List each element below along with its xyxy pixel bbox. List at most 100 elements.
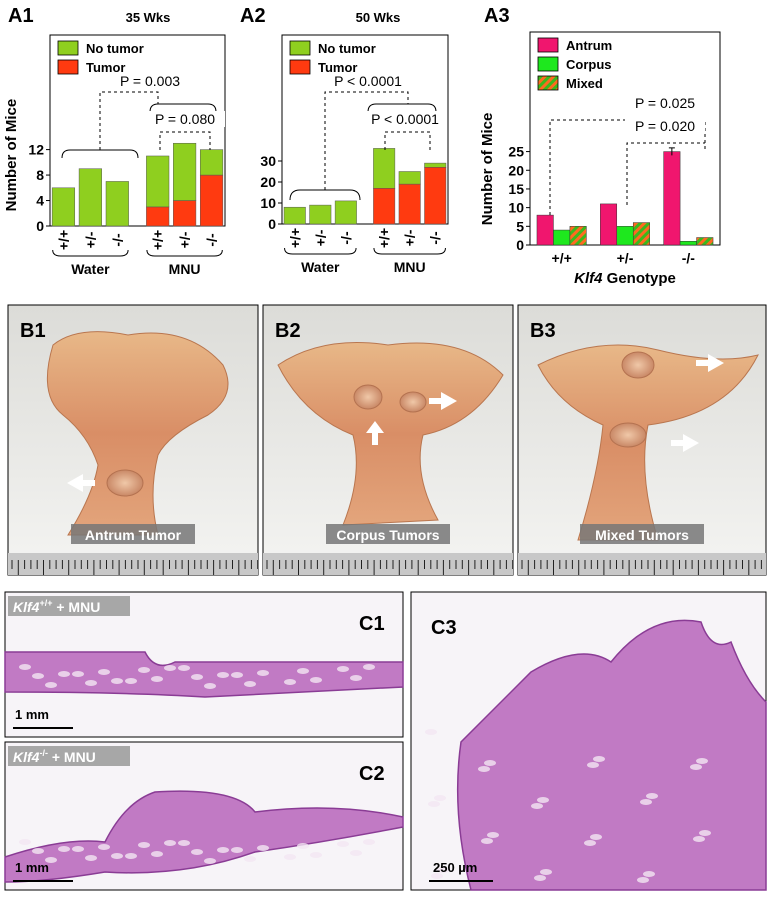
bracket <box>149 103 217 113</box>
x-tick-label: -/- <box>109 233 125 247</box>
gland <box>45 857 57 863</box>
gland <box>244 856 256 862</box>
gland <box>111 853 123 859</box>
bar-segment <box>78 168 102 227</box>
y-tick-label: 30 <box>260 153 276 169</box>
legend-label: Mixed <box>566 76 603 91</box>
gland <box>537 797 549 803</box>
gland <box>217 672 229 678</box>
tag: Klf4+/+ + MNU <box>13 598 100 615</box>
arrow <box>429 392 457 410</box>
x-axis-text: Genotype <box>607 270 676 287</box>
gland <box>337 666 349 672</box>
x-tick-label: +/- <box>82 231 98 248</box>
bar-segment <box>173 200 197 227</box>
gland <box>584 840 596 846</box>
bar-segment <box>283 206 306 225</box>
gland <box>437 867 449 873</box>
bar-segment <box>199 149 224 176</box>
gland <box>693 836 705 842</box>
gland <box>350 850 362 856</box>
gland <box>231 847 243 853</box>
caption-bg <box>71 524 195 544</box>
p-bracket <box>626 142 705 205</box>
tumor <box>621 351 655 379</box>
y-tick-label: 10 <box>508 200 524 216</box>
y-tick-label: 0 <box>516 237 524 253</box>
bar-segment <box>146 155 170 208</box>
caption-bg <box>326 524 450 544</box>
panel-label: B3 <box>530 320 556 342</box>
bracket <box>61 149 139 159</box>
gland <box>72 671 84 677</box>
stomach <box>277 342 504 526</box>
tissue-section <box>4 651 404 698</box>
bar-segment <box>373 188 396 225</box>
gland <box>481 838 493 844</box>
panel-label: C3 <box>431 617 457 639</box>
group-brace <box>52 249 129 257</box>
gland <box>487 832 499 838</box>
caption-bg <box>580 524 704 544</box>
arrow <box>67 474 95 492</box>
caption: Corpus Tumors <box>336 527 439 543</box>
bar-segment <box>398 183 421 225</box>
p-bg <box>110 73 190 89</box>
gland <box>217 847 229 853</box>
p-value: P = 0.020 <box>635 118 695 134</box>
legend-swatch <box>289 40 311 56</box>
gland <box>297 843 309 849</box>
y-tick-label: 5 <box>516 218 524 234</box>
gland <box>19 839 31 845</box>
scale-label: 250 µm <box>433 860 477 875</box>
gland <box>690 764 702 770</box>
gland <box>19 664 31 670</box>
gland <box>587 762 599 768</box>
bar-segment <box>398 171 421 185</box>
gland <box>590 834 602 840</box>
gland <box>178 840 190 846</box>
tag-bg <box>8 596 130 616</box>
legend-label: Antrum <box>566 38 612 53</box>
gland <box>45 682 57 688</box>
gland <box>32 848 44 854</box>
x-tick-label: +/+ <box>287 228 303 248</box>
gland <box>531 803 543 809</box>
gland <box>310 677 322 683</box>
gland <box>204 683 216 689</box>
plot-frame <box>281 34 449 225</box>
gland <box>284 679 296 685</box>
x-tick-label: +/+ <box>55 230 71 250</box>
tag-gene: Klf4 <box>13 749 40 765</box>
tumor <box>399 391 427 413</box>
gland <box>593 756 605 762</box>
x-tick-label: -/- <box>682 250 696 266</box>
caption: Mixed Tumors <box>595 527 689 543</box>
bracket <box>289 189 361 201</box>
tag: Klf4-/- + MNU <box>13 748 96 765</box>
y-tick-label: 12 <box>28 142 44 158</box>
legend-swatch <box>289 59 311 75</box>
tag-gene: Klf4 <box>13 599 40 615</box>
group-label: MNU <box>169 261 201 277</box>
x-tick-label: +/- <box>312 229 328 246</box>
panel-label: B2 <box>275 320 301 342</box>
tumor <box>353 384 383 410</box>
gland <box>350 675 362 681</box>
arrow <box>696 354 724 372</box>
legend-swatch <box>537 37 559 53</box>
p-bg <box>365 111 445 127</box>
tag-bg <box>8 746 130 766</box>
p-bg <box>328 73 408 89</box>
bracket <box>367 103 437 113</box>
p-bracket <box>384 131 431 150</box>
gland <box>151 676 163 682</box>
gland <box>244 681 256 687</box>
gland <box>98 669 110 675</box>
legend-swatch <box>537 56 559 72</box>
gland <box>540 869 552 875</box>
bar-segment <box>334 200 357 225</box>
bar-segment <box>424 167 447 225</box>
histology-panel: Klf4-/- + MNU C2 1 mm <box>4 741 404 891</box>
bar-segment <box>51 187 76 227</box>
